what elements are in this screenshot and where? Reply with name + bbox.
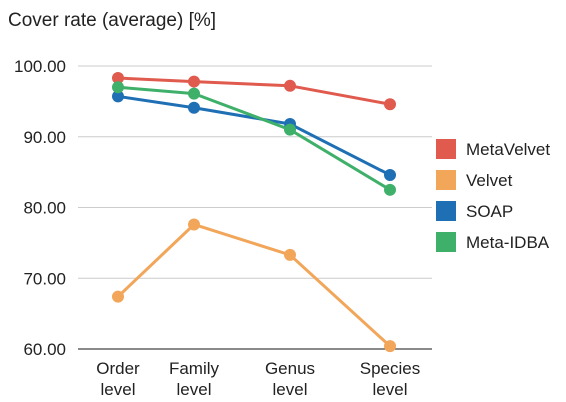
legend: MetaVelvet Velvet SOAP Meta-IDBA (436, 139, 550, 252)
data-point-metavelvet (384, 98, 396, 111)
x-tick-label: Order level (96, 359, 140, 399)
x-tick-label: Genus level (265, 359, 315, 399)
chart-title: Cover rate (average) [%] (8, 10, 217, 31)
x-axis-ticks: Order level Family level Genus level Species le… (96, 359, 420, 399)
legend-swatch-soap (436, 201, 456, 221)
data-point-meta-idba (384, 183, 396, 196)
x-tick-label: Family level (169, 359, 220, 399)
data-point-soap (188, 101, 200, 114)
legend-label-meta-idba: Meta-IDBA (466, 233, 550, 252)
x-tick-label: Species level (360, 359, 420, 399)
legend-label-metavelvet: MetaVelvet (466, 140, 550, 159)
y-tick-label: 70.00 (23, 269, 66, 288)
legend-label-velvet: Velvet (466, 171, 513, 190)
data-point-velvet (112, 290, 124, 303)
y-tick-label: 90.00 (23, 128, 66, 147)
y-axis-ticks: 100.00 90.00 80.00 70.00 60.00 (14, 57, 66, 359)
data-point-metavelvet (112, 72, 124, 85)
legend-swatch-velvet (436, 170, 456, 190)
data-point-velvet (188, 218, 200, 231)
y-tick-label: 100.00 (14, 57, 66, 76)
series-line-metavelvet (117, 76, 391, 106)
legend-swatch-meta-idba (436, 232, 456, 252)
data-point-soap (384, 168, 396, 181)
series-line-soap (117, 94, 391, 177)
legend-label-soap: SOAP (466, 202, 513, 221)
data-point-metavelvet (188, 75, 200, 88)
series-line-meta-idba (117, 85, 391, 192)
legend-swatch-metavelvet (436, 139, 456, 159)
data-point-velvet (284, 248, 296, 261)
series-points (112, 72, 396, 353)
series-line-velvet (116, 222, 392, 348)
y-tick-label: 60.00 (23, 340, 66, 359)
data-point-metavelvet (284, 79, 296, 92)
data-point-meta-idba (112, 81, 124, 94)
gridlines (78, 65, 432, 350)
data-point-velvet (384, 340, 396, 353)
data-point-meta-idba (284, 123, 296, 136)
y-tick-label: 80.00 (23, 199, 66, 218)
data-point-soap (112, 90, 124, 103)
series-lines (116, 76, 392, 348)
data-point-meta-idba (188, 87, 200, 100)
